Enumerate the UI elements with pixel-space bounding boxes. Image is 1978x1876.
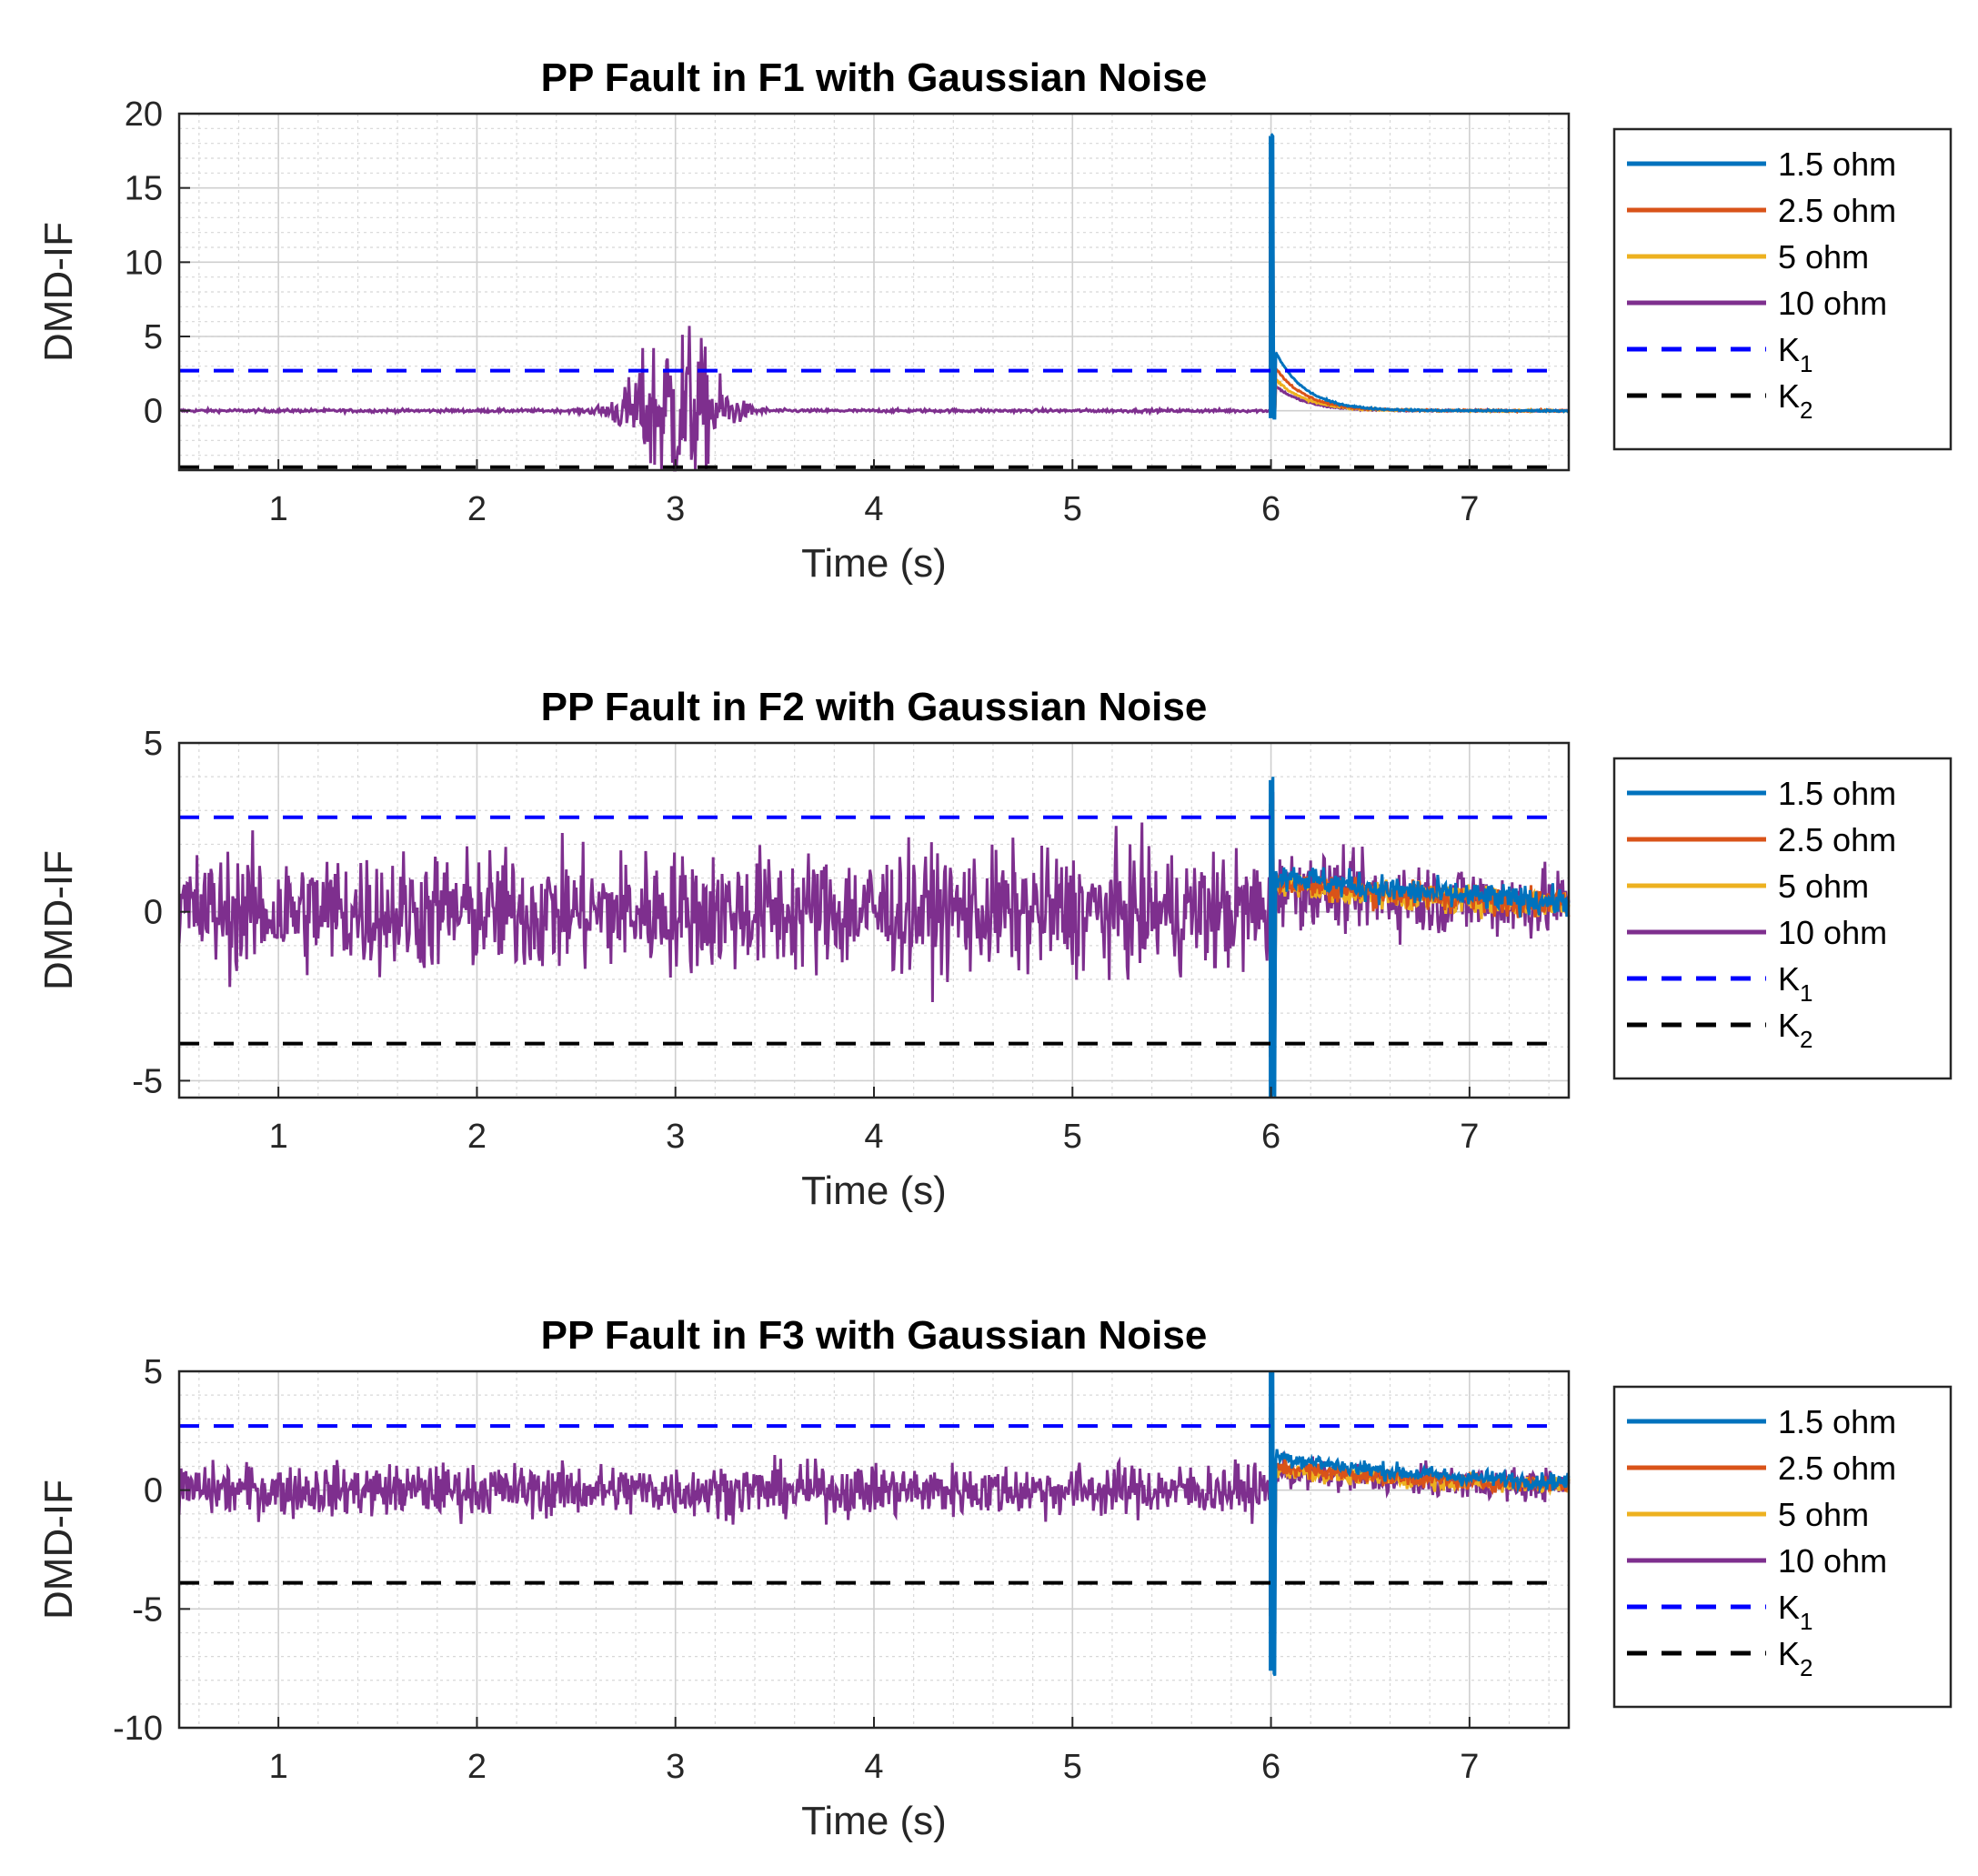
panel-1: 1 2 3 4 5 6 7 0 5 10 15 20 PP Fault in F1 with Gauss…: [36, 55, 1953, 586]
x-axis-label: Time (s): [801, 1169, 947, 1213]
y-axis-label: DMD-IF: [36, 222, 81, 362]
legend-label: 2.5 ohm: [1778, 192, 1896, 229]
y-tick-label: 0: [144, 393, 163, 431]
x-axis-label: Time (s): [801, 1799, 947, 1843]
x-tick-label: 2: [467, 1118, 487, 1156]
legend-subscript: 1: [1800, 350, 1812, 377]
series-line-1-5-ohm: [1270, 133, 1570, 420]
chart-title: PP Fault in F2 with Gaussian Noise: [541, 685, 1208, 729]
y-tick-label: 5: [144, 318, 163, 356]
y-tick-label: 10: [125, 244, 163, 282]
legend-subscript: 1: [1800, 1608, 1812, 1635]
y-tick-label: 15: [125, 170, 163, 208]
y-tick-label: 0: [144, 894, 163, 932]
chart-title: PP Fault in F1 with Gaussian Noise: [541, 55, 1208, 100]
legend-label: 5 ohm: [1778, 868, 1869, 905]
chart-title: PP Fault in F3 with Gaussian Noise: [541, 1313, 1208, 1358]
series-line-1-5-ohm: [1270, 1370, 1571, 1677]
legend-label: 10 ohm: [1778, 1542, 1887, 1580]
x-axis-label: Time (s): [801, 541, 947, 586]
legend-subscript: 2: [1800, 1026, 1812, 1053]
y-axis-label: DMD-IF: [36, 1480, 81, 1620]
y-tick-label: 5: [144, 725, 163, 763]
legend-label: 2.5 ohm: [1778, 1450, 1896, 1487]
x-tick-label: 3: [666, 1748, 685, 1786]
legend-label: 10 ohm: [1778, 914, 1887, 951]
panel-3: 1 2 3 4 5 6 7 -10 -5 0 5 PP Fault in F3 with Gaussi…: [36, 1313, 1953, 1843]
legend-subscript: 2: [1800, 396, 1812, 424]
y-axis-label: DMD-IF: [36, 850, 81, 990]
x-tick-label: 5: [1063, 1748, 1082, 1786]
x-tick-label: 1: [269, 1118, 288, 1156]
y-tick-label: 5: [144, 1353, 163, 1391]
x-tick-label: 7: [1460, 1118, 1479, 1156]
x-tick-label: 6: [1261, 1748, 1280, 1786]
y-tick-label: -10: [113, 1710, 163, 1748]
x-tick-label: 1: [269, 1748, 288, 1786]
x-tick-label: 7: [1460, 490, 1479, 528]
legend-label: 10 ohm: [1778, 285, 1887, 322]
y-tick-label: -5: [132, 1062, 163, 1100]
y-tick-label: 20: [125, 95, 163, 134]
series-line-1-5-ohm: [1270, 777, 1571, 1098]
legend-label: 1.5 ohm: [1778, 1403, 1896, 1440]
legend-subscript: 2: [1800, 1654, 1812, 1681]
legend-label: 5 ohm: [1778, 238, 1869, 276]
y-tick-label: 0: [144, 1472, 163, 1510]
panel-2: 1 2 3 4 5 6 7 -5 0 5 PP Fault in F2 with Gaussian …: [36, 685, 1953, 1213]
x-tick-label: 7: [1460, 1748, 1479, 1786]
x-tick-label: 6: [1261, 1118, 1280, 1156]
x-tick-label: 4: [864, 1748, 883, 1786]
legend-label: 1.5 ohm: [1778, 145, 1896, 183]
legend-subscript: 1: [1800, 979, 1812, 1007]
x-tick-label: 2: [467, 1748, 487, 1786]
legend-label: 2.5 ohm: [1778, 821, 1896, 858]
series-line-10-ohm: [179, 791, 1571, 1028]
x-tick-label: 4: [864, 490, 883, 528]
x-tick-label: 2: [467, 490, 487, 528]
x-tick-label: 5: [1063, 1118, 1082, 1156]
x-tick-label: 3: [666, 490, 685, 528]
x-tick-label: 3: [666, 1118, 685, 1156]
x-tick-label: 4: [864, 1118, 883, 1156]
x-tick-label: 6: [1261, 490, 1280, 528]
y-tick-label: -5: [132, 1590, 163, 1629]
x-tick-label: 5: [1063, 490, 1082, 528]
legend-label: 1.5 ohm: [1778, 775, 1896, 812]
legend-label: 5 ohm: [1778, 1496, 1869, 1533]
x-tick-label: 1: [269, 490, 288, 528]
legend-label: K1: [1778, 1589, 1812, 1635]
